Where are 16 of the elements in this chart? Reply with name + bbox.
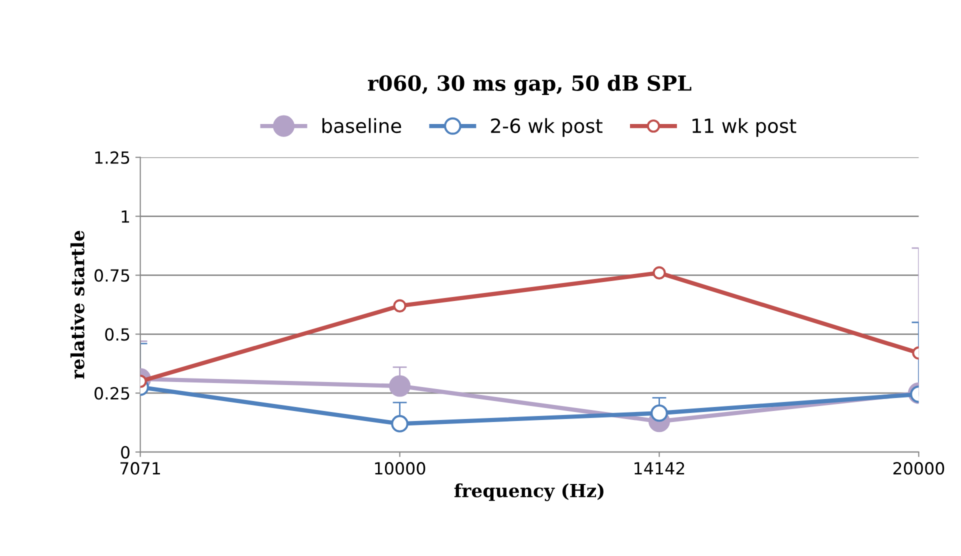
y-tick-label: 0.5 <box>105 328 130 341</box>
legend-label: baseline <box>322 118 402 134</box>
y-tick-label: 0.75 <box>94 269 130 282</box>
y-tick-label: 0 <box>121 446 130 459</box>
legend-label: 11 wk post <box>692 118 796 137</box>
y-tick-label: 1 <box>122 210 130 223</box>
x-tick-label: 14142 <box>634 462 684 474</box>
y-tick-label: 0.25 <box>94 387 130 400</box>
x-axis-title: frequency (Hz) <box>454 483 604 502</box>
legend-label: 2-6 wk post <box>491 118 602 137</box>
y-axis-title: relative startle <box>70 230 84 379</box>
x-tick-label: 7071 <box>120 462 160 475</box>
chart-title: r060, 30 ms gap, 50 dB SPL <box>368 74 692 96</box>
x-tick-label: 20000 <box>893 462 944 475</box>
y-tick-label: 1.25 <box>95 151 130 164</box>
x-tick-label: 10000 <box>375 462 426 475</box>
